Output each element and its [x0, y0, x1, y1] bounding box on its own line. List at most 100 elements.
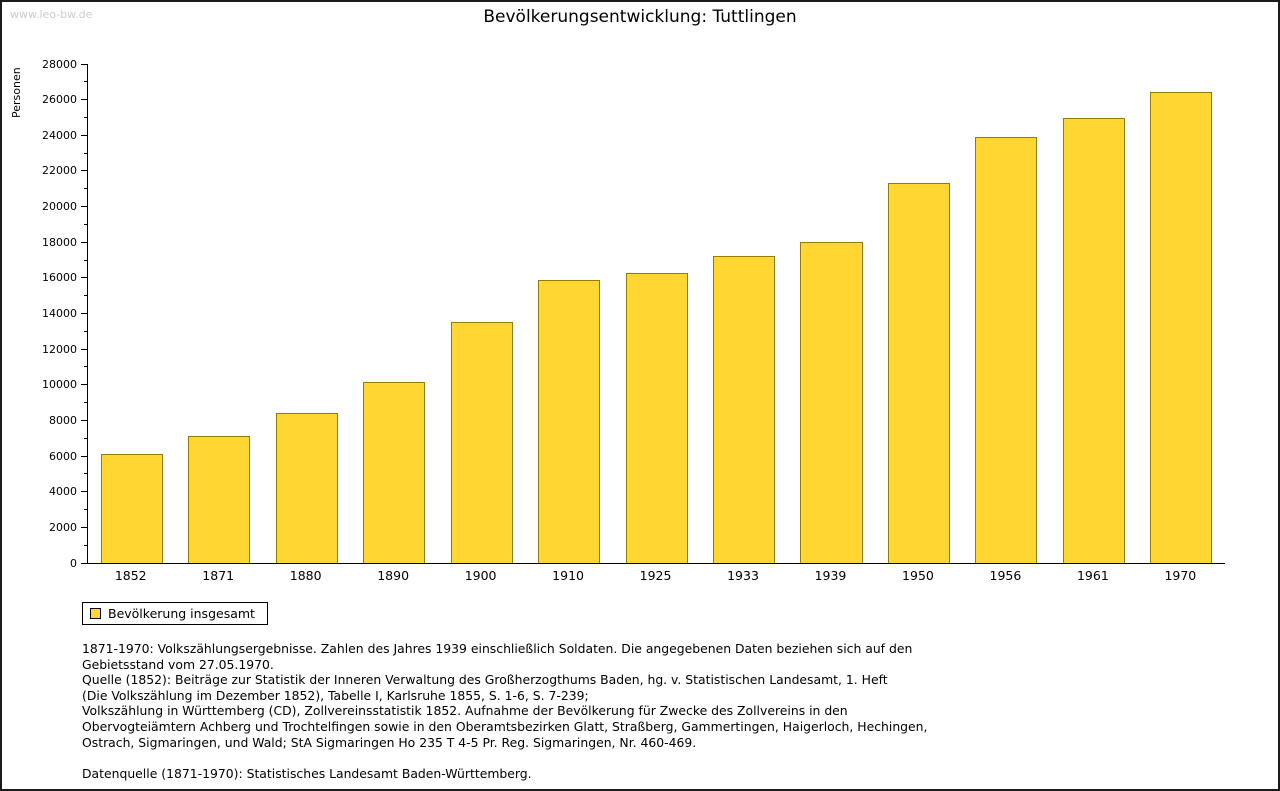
bar-slot: [963, 64, 1050, 563]
chart-title: Bevölkerungsentwicklung: Tuttlingen: [483, 7, 797, 27]
bar-1961: [1062, 118, 1125, 563]
y-tick: 26000: [2, 93, 87, 107]
y-tick: 22000: [2, 164, 87, 178]
y-tick: 12000: [2, 343, 87, 356]
y-tick: 14000: [2, 307, 87, 320]
y-tick-label: 22000: [42, 164, 77, 178]
y-tick-mark: [81, 63, 87, 65]
y-tick-label: 10000: [42, 378, 77, 392]
bar-slot: [175, 64, 262, 563]
y-minor-tick-mark: [84, 366, 87, 368]
footnote-line: Volkszählung in Württemberg (CD), Zollve…: [82, 703, 848, 719]
x-tick-label: 1956: [989, 568, 1022, 583]
bar-1950: [887, 182, 950, 563]
y-minor-tick: [2, 361, 87, 373]
y-minor-tick-mark: [84, 437, 87, 439]
y-minor-tick: [2, 290, 87, 302]
bar-slot: [88, 64, 175, 563]
y-tick-label: 18000: [42, 235, 77, 249]
y-tick: 20000: [2, 200, 87, 214]
bar-slot: [613, 64, 700, 563]
y-minor-tick-mark: [84, 223, 87, 225]
bar-1925: [625, 272, 688, 563]
y-tick-mark: [81, 384, 87, 386]
y-tick-label: 24000: [42, 128, 77, 142]
y-tick: 4000: [2, 485, 87, 499]
y-tick-label: 14000: [42, 307, 77, 320]
bar-slot: [700, 64, 787, 563]
x-axis: 1852 1871 1880 1890 1900 1910 1925 1933 1939 1950…: [87, 568, 1224, 583]
y-minor-tick: [2, 254, 87, 266]
legend-label: Bevölkerung insgesamt: [108, 606, 255, 621]
y-minor-tick-mark: [84, 81, 87, 83]
y-tick-mark: [81, 277, 87, 279]
bar-1900: [450, 321, 513, 563]
y-minor-tick: [2, 432, 87, 444]
y-minor-tick: [2, 76, 87, 88]
y-tick-mark: [81, 526, 87, 528]
y-minor-tick: [2, 539, 87, 551]
watermark: www.leo-bw.de: [10, 8, 93, 21]
x-tick-label: 1890: [377, 568, 410, 583]
footnote-line: Obervogteiämtern Achberg und Trochtelfin…: [82, 718, 928, 734]
y-minor-tick: [2, 218, 87, 230]
y-minor-tick: [2, 183, 87, 195]
y-tick-mark: [81, 313, 87, 314]
bar-1880: [275, 413, 338, 563]
y-minor-tick-mark: [84, 152, 87, 154]
footnote-line: Datenquelle (1871-1970): Statistisches L…: [82, 765, 532, 781]
x-tick-label: 1910: [552, 568, 584, 583]
bar-1890: [363, 382, 426, 563]
x-tick-label: 1950: [902, 568, 934, 583]
y-tick: 16000: [2, 271, 87, 284]
y-tick: 28000: [2, 57, 87, 71]
plot-area: [87, 64, 1225, 564]
x-tick-label: 1852: [114, 568, 147, 583]
footnote-line: Gebietsstand vom 27.05.1970.: [82, 656, 274, 672]
y-tick-mark: [81, 419, 87, 421]
y-tick: 2000: [2, 521, 87, 534]
bar-1933: [712, 255, 776, 563]
footnotes: 1871-1970: Volkszählungsergebnisse. Zahl…: [82, 641, 1062, 781]
bar-slot: [788, 64, 875, 563]
footnote-line: [82, 750, 1062, 766]
footnote-line: 1871-1970: Volkszählungsergebnisse. Zahl…: [82, 641, 913, 656]
y-minor-tick-mark: [84, 188, 87, 190]
y-minor-tick-mark: [84, 295, 87, 297]
y-axis: 0 2000 4000 6000 8000 10000 12000 14000 16000 180…: [2, 58, 87, 570]
x-tick-label: 1925: [639, 568, 672, 583]
y-tick-label: 26000: [42, 93, 77, 107]
bar-slot: [525, 64, 612, 563]
y-tick-mark: [81, 455, 87, 457]
y-tick-mark: [81, 241, 87, 243]
y-minor-tick: [2, 325, 87, 337]
y-tick-label: 4000: [49, 485, 77, 499]
footnote-line: Quelle (1852): Beiträge zur Statistik de…: [82, 672, 888, 688]
y-minor-tick: [2, 397, 87, 409]
x-tick-label: 1970: [1164, 568, 1197, 583]
footnote-line: Ostrach, Sigmaringen, und Wald; StA Sigm…: [82, 734, 697, 750]
y-tick-mark: [81, 99, 87, 101]
y-tick: 0: [2, 556, 87, 570]
bar-slot: [438, 64, 525, 563]
y-tick-label: 28000: [42, 57, 77, 71]
y-tick-label: 0: [70, 556, 77, 570]
bar-slot: [350, 64, 437, 563]
bar-1939: [800, 242, 863, 563]
y-minor-tick-mark: [84, 509, 87, 511]
bar-1970: [1150, 91, 1213, 563]
x-tick-label: 1871: [202, 568, 235, 583]
bar-1871: [188, 435, 251, 563]
y-tick-label: 20000: [42, 200, 77, 214]
y-minor-tick-mark: [84, 259, 87, 261]
y-tick-label: 6000: [49, 449, 77, 463]
bar-slot: [263, 64, 350, 563]
legend: Bevölkerung insgesamt: [82, 602, 268, 625]
bar-1956: [975, 137, 1038, 563]
bar-1910: [538, 279, 601, 563]
footnote-line: (Die Volkszählung im Dezember 1852), Tab…: [82, 687, 589, 703]
y-tick: 10000: [2, 378, 87, 392]
y-minor-tick: [2, 504, 87, 516]
y-minor-tick: [2, 111, 87, 123]
y-minor-tick-mark: [84, 116, 87, 118]
